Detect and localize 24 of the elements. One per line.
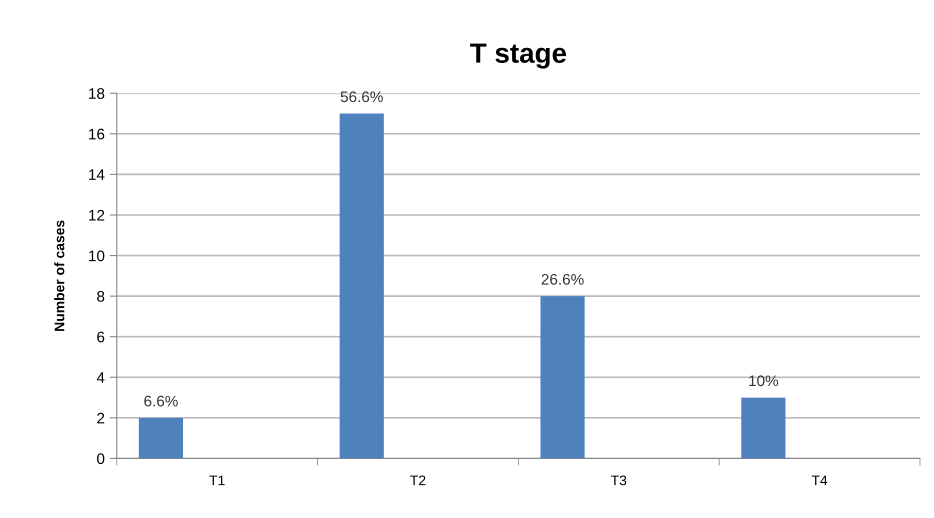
bar — [340, 114, 384, 458]
y-tick-label: 16 — [89, 128, 104, 140]
bar — [138, 418, 184, 458]
annotation: 10% — [749, 375, 778, 386]
y-tick-label: 6 — [97, 332, 104, 342]
chart-title: T stage — [470, 44, 566, 69]
x-tick-label: T1 — [209, 476, 225, 486]
y-tick-label: 14 — [89, 169, 104, 180]
x-tick-label: T3 — [610, 475, 626, 486]
annotation: 26.6% — [542, 274, 584, 285]
annotation: 6.6% — [144, 396, 178, 406]
annotation: 56.6% — [340, 91, 383, 102]
y-tick-label: 2 — [97, 412, 104, 424]
y-tick-label: 8 — [97, 290, 104, 302]
y-axis-title: Number of cases — [54, 220, 64, 331]
y-tick-label: 18 — [89, 88, 104, 99]
bar — [540, 296, 585, 458]
x-tick-label: T2 — [410, 475, 426, 486]
y-tick-label: 12 — [89, 210, 104, 221]
bar — [741, 398, 786, 458]
y-tick-label: 4 — [96, 372, 104, 383]
x-tick-label: T4 — [812, 476, 828, 486]
y-tick-label: 0 — [97, 453, 104, 464]
y-tick-label: 10 — [89, 250, 104, 262]
